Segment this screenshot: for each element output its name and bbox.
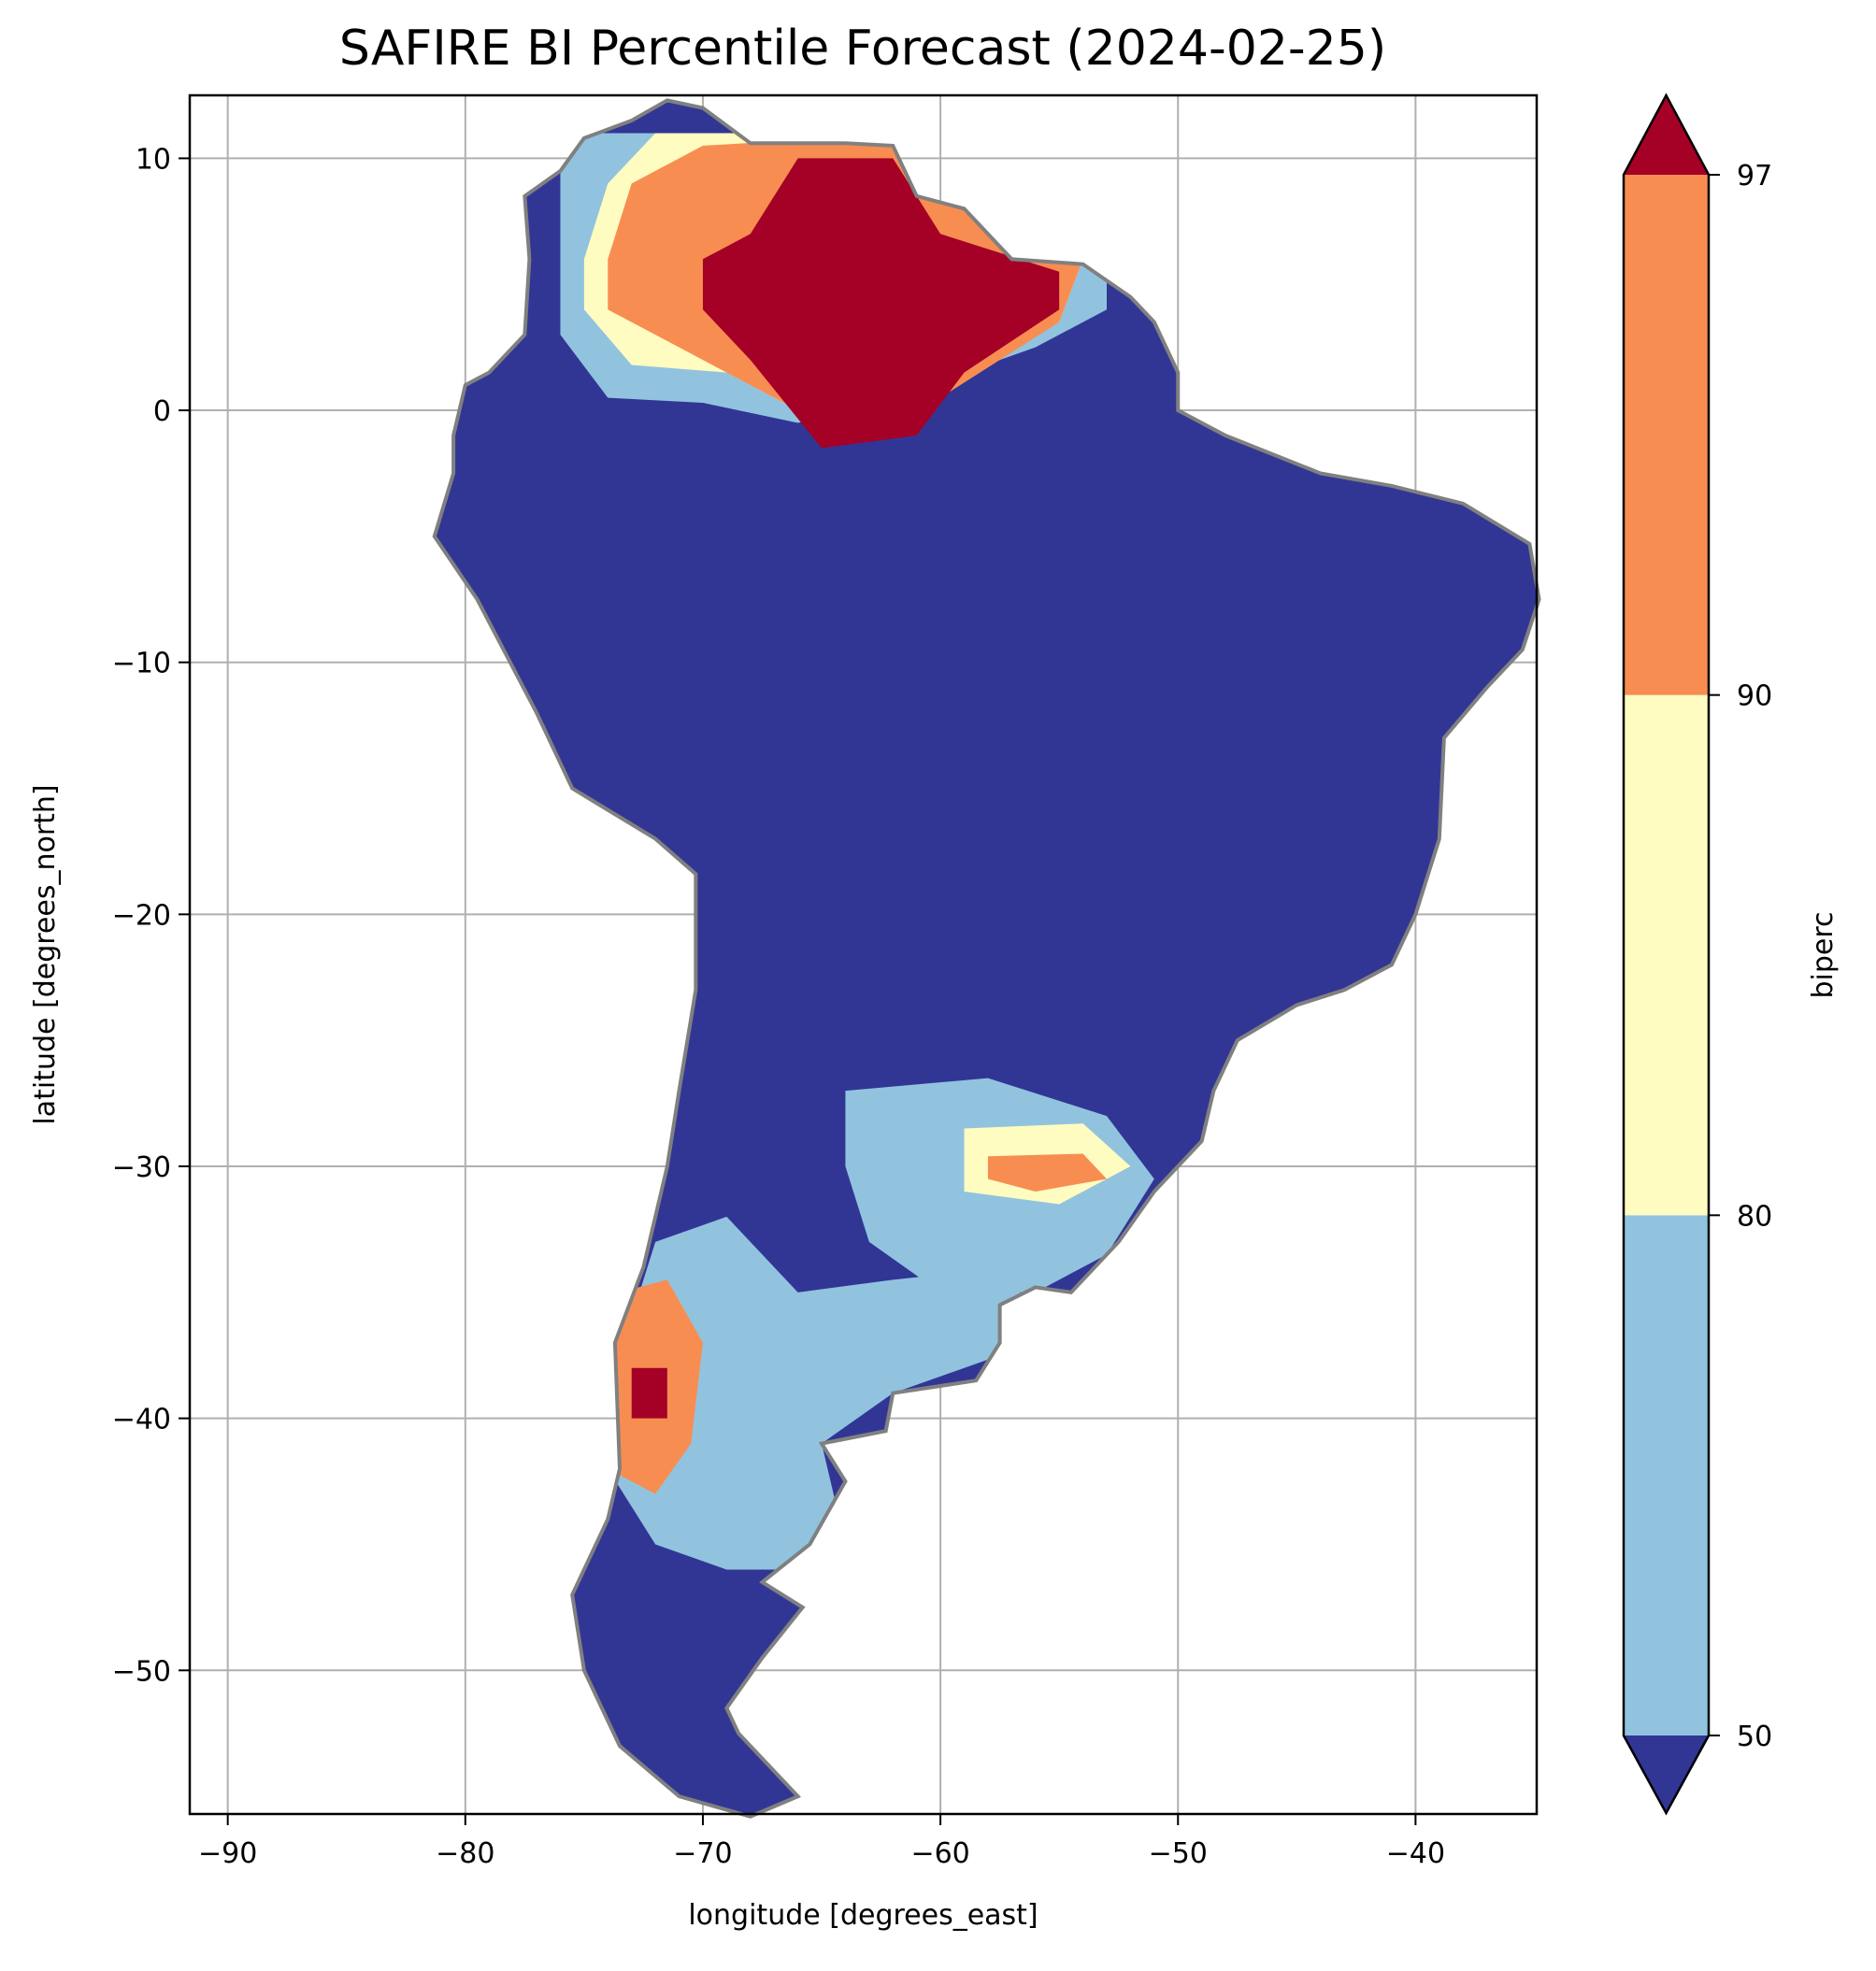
colorbar-segment [1624,694,1709,1216]
colorbar-extend-min [1624,1735,1709,1813]
data-layer [434,100,1539,1817]
y-tick-label: 0 [153,395,171,428]
region-chile-above-97 [631,1367,667,1419]
x-tick-label: −90 [198,1837,257,1870]
x-tick-label: −80 [436,1837,494,1870]
region-uruguay-90-97 [987,1153,1107,1192]
x-tick-label: −70 [673,1837,732,1870]
x-tick-label: −60 [910,1837,969,1870]
colorbar-segment [1624,1215,1709,1735]
y-tick-label: −20 [112,899,171,932]
axes-frame [188,93,1539,1816]
colorbar-segment [1624,175,1709,695]
colorbar-extend-max [1624,95,1709,175]
x-axis-label: longitude [degrees_east] [688,1899,1038,1932]
x-tick-label: −40 [1386,1837,1445,1870]
colorbar-tick-label: 90 [1737,680,1772,713]
y-tick-label: −50 [112,1655,171,1688]
y-axis-label: latitude [degrees_north] [29,784,62,1124]
y-tick-label: −30 [112,1151,171,1184]
y-tick-label: −40 [112,1404,171,1436]
y-tick-label: −10 [112,648,171,680]
colorbar-tick-label: 97 [1737,160,1772,193]
x-tick-label: −50 [1149,1837,1208,1870]
colorbar-tick-label: 80 [1737,1200,1772,1233]
colorbar-tick-label: 50 [1737,1721,1772,1753]
coastline [432,98,1541,1819]
region-patagonia-50-80 [608,1216,1036,1570]
colorbar-label: biperc [1807,911,1840,998]
chart-title: SAFIRE BI Percentile Forecast (2024-02-2… [338,21,1387,77]
region-north-above-97 [702,158,1060,449]
y-tick-label: 10 [136,143,171,176]
